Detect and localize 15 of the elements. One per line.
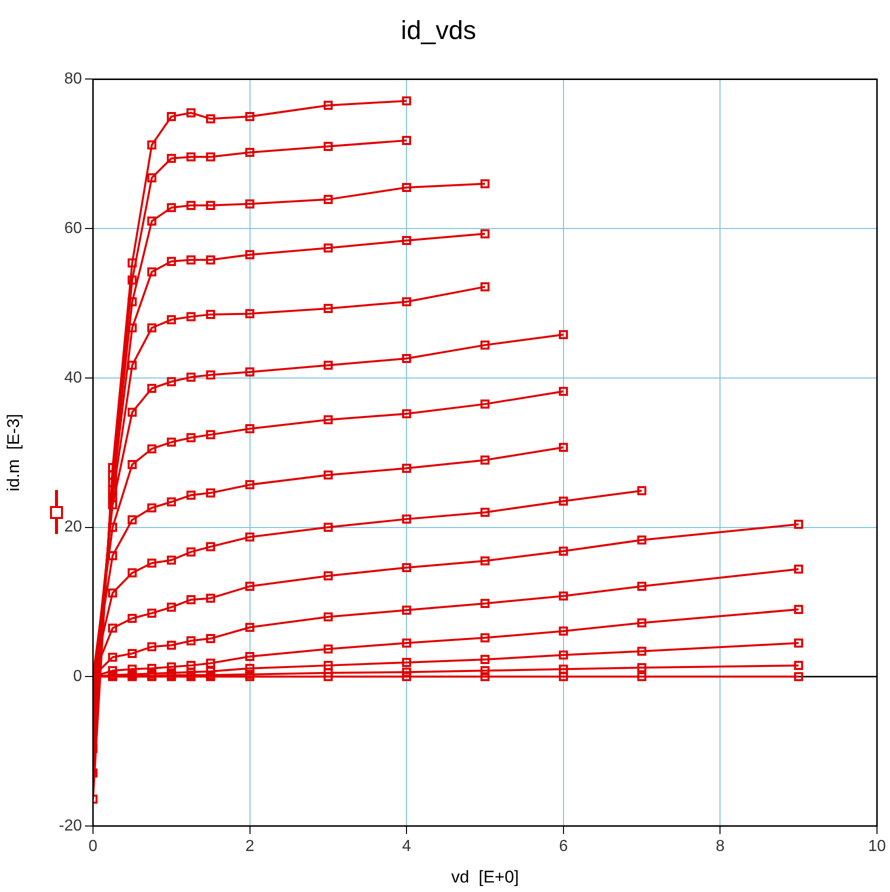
y-tick-label: 20	[64, 518, 82, 536]
x-tick-label: 10	[868, 838, 886, 856]
y-tick-label: 40	[64, 369, 82, 386]
x-tick-label: 8	[716, 838, 725, 856]
x-axis-title: vd [E+0]	[451, 867, 519, 886]
x-tick-label: 0	[88, 838, 98, 856]
y-tick-label: 80	[64, 70, 82, 88]
x-tick-label: 6	[558, 838, 568, 856]
y-tick-label: 60	[64, 220, 82, 237]
x-tick-label: 2	[245, 838, 254, 856]
y-tick-label: 0	[73, 668, 82, 686]
x-tick-label: 4	[402, 838, 412, 856]
y-tick-label: -20	[58, 817, 82, 834]
y-axis-title: id.m [E-3]	[4, 414, 23, 492]
chart-title: id_vds	[400, 14, 476, 45]
